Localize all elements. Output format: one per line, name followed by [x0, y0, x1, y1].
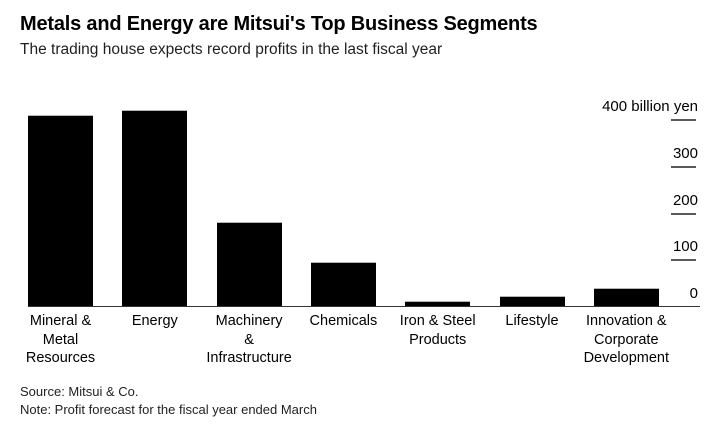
category-label: Energy [131, 313, 178, 329]
y-axis-tick-label: 400 billion yen [602, 98, 698, 115]
category-label: Iron & Steel Products [399, 313, 476, 348]
y-axis-tick-label: 0 [689, 285, 698, 302]
chart-bar [593, 288, 659, 306]
chart-footer: Source: Mitsui & Co. Note: Profit foreca… [20, 383, 317, 418]
page-subtitle: The trading house expects record profits… [20, 41, 443, 58]
y-axis-tick-label: 300 [672, 145, 698, 162]
y-axis-tick-line [671, 166, 696, 168]
category-label: Chemicals [309, 313, 378, 329]
y-axis-tick-label: 100 [672, 238, 698, 255]
category-label: Mineral & Metal Resources [25, 313, 96, 366]
chart-bar [28, 114, 93, 306]
y-axis-tick-line [671, 119, 696, 121]
chart-bar [216, 221, 282, 306]
chart-bar [310, 261, 376, 306]
x-axis-line [28, 306, 700, 307]
source-note: Source: Mitsui & Co. [20, 384, 139, 399]
y-axis-tick-line [671, 259, 696, 261]
y-axis-tick-line [671, 213, 696, 215]
y-axis-tick-label: 200 [672, 192, 698, 209]
methodology-note: Note: Profit forecast for the fiscal yea… [20, 401, 317, 417]
chart-bar [405, 301, 471, 306]
category-label: Lifestyle [505, 313, 559, 329]
page-title: Metals and Energy are Mitsui's Top Busin… [20, 13, 538, 35]
chart-bar [122, 109, 188, 306]
category-label: Machinery & Infrastructure [206, 313, 292, 366]
chart-bar [499, 295, 565, 306]
category-label: Innovation & Corporate Development [583, 313, 670, 366]
